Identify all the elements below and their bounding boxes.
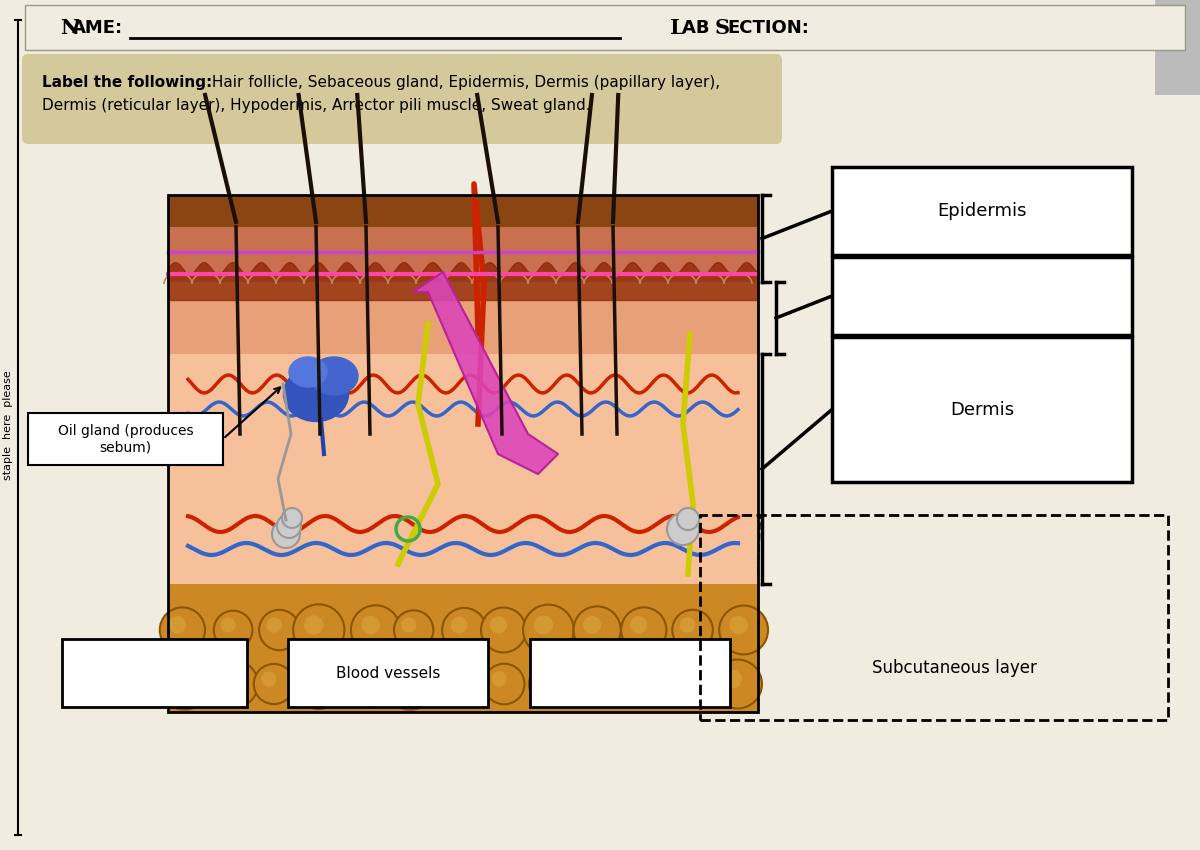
Circle shape xyxy=(680,617,695,632)
Circle shape xyxy=(361,615,380,634)
Circle shape xyxy=(724,670,742,689)
Circle shape xyxy=(529,661,575,706)
Bar xyxy=(62,639,247,707)
Circle shape xyxy=(160,608,205,653)
Bar xyxy=(168,282,758,354)
Circle shape xyxy=(635,672,650,687)
Bar xyxy=(288,639,488,707)
Polygon shape xyxy=(413,272,558,474)
Circle shape xyxy=(221,670,239,688)
FancyBboxPatch shape xyxy=(22,54,782,144)
Circle shape xyxy=(304,670,323,689)
Circle shape xyxy=(401,617,416,632)
Text: Blood vessels: Blood vessels xyxy=(336,666,440,681)
Bar xyxy=(700,515,1168,720)
Ellipse shape xyxy=(283,366,348,422)
Circle shape xyxy=(667,513,698,545)
Circle shape xyxy=(574,606,620,654)
Circle shape xyxy=(259,609,300,650)
Circle shape xyxy=(169,616,186,633)
Ellipse shape xyxy=(289,357,326,387)
Text: S: S xyxy=(715,18,730,38)
Circle shape xyxy=(578,663,620,705)
Circle shape xyxy=(490,616,508,633)
Circle shape xyxy=(442,608,486,652)
Circle shape xyxy=(523,604,574,655)
Circle shape xyxy=(221,618,235,632)
Bar xyxy=(832,257,1132,335)
Circle shape xyxy=(451,616,468,633)
Bar xyxy=(1154,0,1200,95)
Bar xyxy=(168,227,758,282)
Circle shape xyxy=(394,610,433,649)
Bar xyxy=(28,413,223,465)
Text: Hair follicle, Sebaceous gland, Epidermis, Dermis (papillary layer),: Hair follicle, Sebaceous gland, Epidermi… xyxy=(208,75,720,90)
Circle shape xyxy=(538,671,556,688)
Circle shape xyxy=(583,616,601,634)
Circle shape xyxy=(630,616,647,633)
Circle shape xyxy=(534,615,553,635)
Circle shape xyxy=(384,658,436,710)
Circle shape xyxy=(677,508,698,530)
Circle shape xyxy=(586,671,602,687)
Bar xyxy=(168,354,758,584)
Text: AME:: AME: xyxy=(72,19,124,37)
Text: staple  here  please: staple here please xyxy=(2,370,13,480)
Text: Epidermis: Epidermis xyxy=(937,202,1027,220)
Circle shape xyxy=(350,605,401,654)
Circle shape xyxy=(158,659,210,710)
Text: Subcutaneous layer: Subcutaneous layer xyxy=(871,659,1037,677)
Circle shape xyxy=(396,669,415,689)
Circle shape xyxy=(214,610,252,649)
Bar xyxy=(832,167,1132,255)
Circle shape xyxy=(484,664,524,705)
Bar xyxy=(168,195,758,712)
Circle shape xyxy=(347,660,395,708)
Bar xyxy=(832,337,1132,482)
Ellipse shape xyxy=(310,357,358,395)
Circle shape xyxy=(677,671,692,687)
Circle shape xyxy=(293,604,344,655)
Text: Dermis (reticular layer), Hypodermis, Arrector pili muscle, Sweat gland.: Dermis (reticular layer), Hypodermis, Ar… xyxy=(42,98,590,113)
Circle shape xyxy=(266,617,282,632)
Circle shape xyxy=(454,672,469,687)
Circle shape xyxy=(262,672,276,687)
Circle shape xyxy=(481,608,526,653)
Bar xyxy=(168,195,758,227)
Circle shape xyxy=(304,615,324,635)
Text: Dermis: Dermis xyxy=(950,400,1014,418)
Circle shape xyxy=(272,520,300,548)
Circle shape xyxy=(492,672,506,687)
Circle shape xyxy=(713,660,762,709)
Circle shape xyxy=(719,605,768,654)
Text: ECTION:: ECTION: xyxy=(727,19,809,37)
Circle shape xyxy=(253,664,294,704)
Circle shape xyxy=(294,659,343,709)
Circle shape xyxy=(668,662,712,705)
Bar xyxy=(530,639,730,707)
Text: Oil gland (produces
sebum): Oil gland (produces sebum) xyxy=(58,424,193,454)
Circle shape xyxy=(169,669,190,689)
Circle shape xyxy=(730,615,748,634)
Bar xyxy=(168,584,758,712)
Text: AB: AB xyxy=(682,19,715,37)
Text: N: N xyxy=(60,18,79,38)
Circle shape xyxy=(277,514,301,538)
Circle shape xyxy=(282,508,302,528)
Text: Label the following:: Label the following: xyxy=(42,75,212,90)
Circle shape xyxy=(358,670,376,689)
Bar xyxy=(25,5,1186,50)
Circle shape xyxy=(628,664,667,704)
Circle shape xyxy=(622,608,666,653)
Circle shape xyxy=(211,660,258,707)
Text: L: L xyxy=(670,18,685,38)
Circle shape xyxy=(672,609,713,650)
Circle shape xyxy=(445,664,486,705)
